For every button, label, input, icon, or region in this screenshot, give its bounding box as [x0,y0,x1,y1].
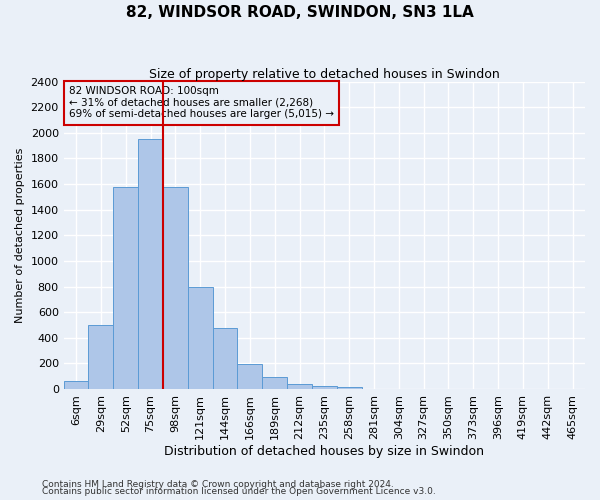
Y-axis label: Number of detached properties: Number of detached properties [15,148,25,323]
Bar [138,140,163,389]
Bar [212,328,238,389]
Text: 82 WINDSOR ROAD: 100sqm
← 31% of detached houses are smaller (2,268)
69% of semi: 82 WINDSOR ROAD: 100sqm ← 31% of detache… [69,86,334,120]
Text: Contains HM Land Registry data © Crown copyright and database right 2024.: Contains HM Land Registry data © Crown c… [42,480,394,489]
Bar [188,286,212,389]
Bar [238,364,262,389]
Bar [88,325,113,389]
Text: 82, WINDSOR ROAD, SWINDON, SN3 1LA: 82, WINDSOR ROAD, SWINDON, SN3 1LA [126,5,474,20]
Title: Size of property relative to detached houses in Swindon: Size of property relative to detached ho… [149,68,500,80]
Bar [312,386,337,389]
Bar [262,378,287,389]
Bar [64,382,88,389]
Text: Contains public sector information licensed under the Open Government Licence v3: Contains public sector information licen… [42,488,436,496]
Bar [287,384,312,389]
X-axis label: Distribution of detached houses by size in Swindon: Distribution of detached houses by size … [164,444,484,458]
Bar [163,186,188,389]
Bar [337,387,362,389]
Bar [113,186,138,389]
